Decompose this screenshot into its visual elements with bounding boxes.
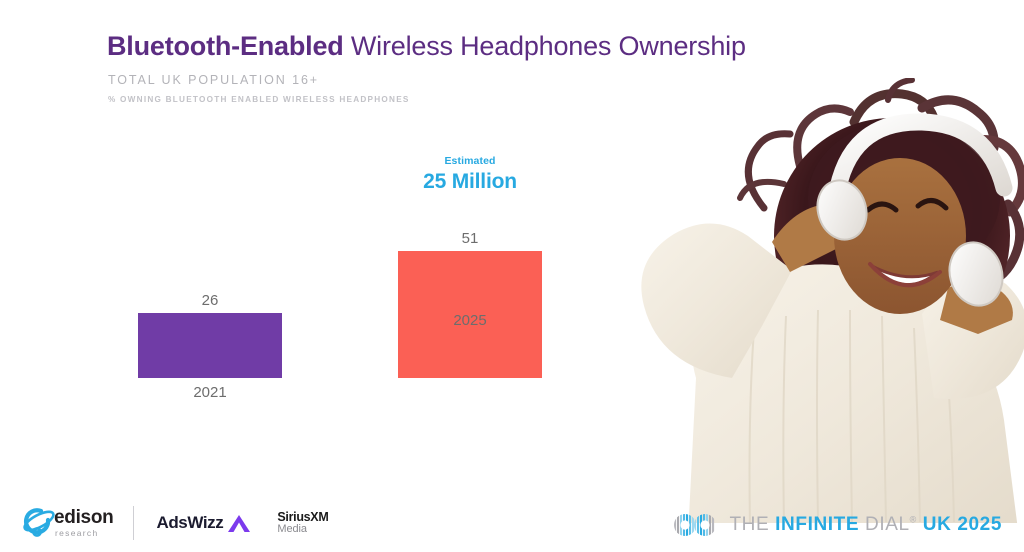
adswizz-chevron-icon	[228, 515, 251, 532]
estimated-label: Estimated	[444, 155, 496, 167]
infinity-logo-icon	[674, 514, 715, 536]
subtitle-population: TOTAL UK POPULATION 16+	[108, 73, 319, 87]
infinite-dial-branding: THE INFINITE DIAL® UK 2025	[672, 512, 1002, 538]
left-eye	[865, 201, 899, 213]
infinite-dial-edition: UK 2025	[922, 514, 1002, 535]
infinite-dial-the: THE	[729, 514, 770, 535]
edison-research-logo: edison research	[22, 506, 114, 540]
headphones-photo-illustration	[641, 78, 1024, 523]
headphone-band	[827, 113, 1013, 207]
left-arm	[641, 223, 792, 378]
siriusxm-logo: SiriusXM Media	[277, 511, 328, 535]
footer-divider	[133, 506, 135, 540]
headphone-right-cup	[948, 241, 1004, 307]
bar-2025[interactable]	[398, 251, 542, 378]
right-eye	[915, 198, 949, 211]
bar-value-2025: 51	[461, 230, 479, 247]
headphones-photo	[604, 78, 1024, 523]
bar-group-2025: Estimated 25 Million 51 2025	[398, 155, 542, 378]
page-title-light: Wireless Headphones Ownership	[343, 31, 746, 61]
sweater-knit-texture	[748, 309, 955, 523]
estimated-value: 25 Million	[423, 170, 517, 193]
subtitle-metric: % OWNING BLUETOOTH ENABLED WIRELESS HEAD…	[108, 95, 410, 104]
adswizz-name: AdsWizz	[156, 513, 224, 532]
bar-chart: 26 2021 Estimated 25 Million 51 2025	[0, 0, 620, 420]
infinite-dial-registered: ®	[909, 514, 917, 525]
bar-category-2025: 2025	[453, 312, 487, 329]
bar-value-2021: 26	[201, 292, 219, 310]
page-title-strong: Bluetooth-Enabled	[107, 31, 344, 61]
edison-swirl-icon	[23, 508, 55, 537]
bar-group-2021: 26 2021	[138, 232, 282, 401]
edison-name: edison	[54, 507, 114, 528]
footer-logos-left: edison research AdsWizz SiriusXM Media	[22, 502, 329, 544]
edison-wordmark: edison research	[54, 507, 114, 538]
headphone-left-cup	[816, 179, 868, 241]
edison-subtitle: research	[55, 528, 99, 538]
infinite-dial-wordmark: THE INFINITE DIAL® UK 2025	[729, 514, 1002, 536]
page-title: Bluetooth-Enabled Wireless Headphones Ow…	[107, 30, 746, 62]
bar-category-2021: 2021	[193, 384, 227, 401]
infinite-dial-infinite: INFINITE	[775, 514, 860, 535]
estimated-annotation: Estimated 25 Million	[398, 155, 542, 194]
infinite-dial-dial: DIAL	[865, 514, 910, 535]
siriusxm-name: SiriusXM	[277, 510, 329, 524]
bar-2021[interactable]	[138, 313, 282, 378]
siriusxm-subtitle: Media	[277, 523, 307, 535]
adswizz-logo: AdsWizz	[156, 513, 251, 533]
